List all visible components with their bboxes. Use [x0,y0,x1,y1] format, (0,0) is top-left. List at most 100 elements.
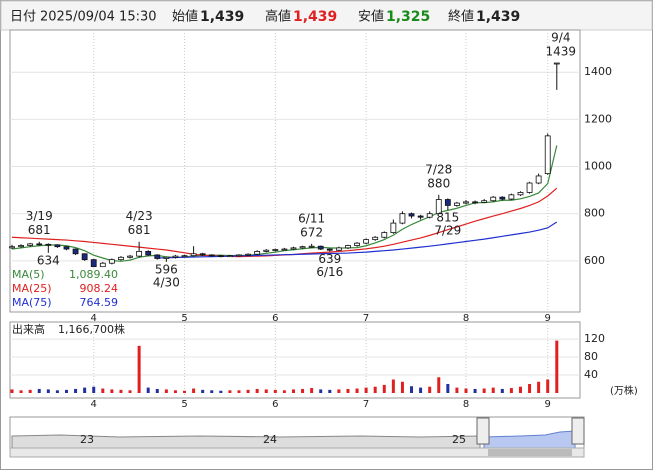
header-bar [0,0,653,31]
annotation-date: 3/19 [26,209,53,223]
volume-bar [555,340,559,393]
legend-name: MA(25) [12,282,52,295]
candle-body [227,255,233,258]
x-tick-label: 6 [272,399,278,410]
candle-body [263,249,270,252]
volume-bar [219,390,223,393]
candle-body [435,199,442,215]
candle-body [154,254,161,259]
candle-body [236,254,242,257]
candle-body [363,239,370,244]
candle-body [535,175,542,184]
candle-body [163,256,170,259]
candle-body [335,247,342,251]
annotation-date: 9/4 [551,31,570,45]
volume-bar [319,389,323,393]
volume-bar [28,389,32,393]
annotation-price: 681 [28,223,51,237]
scrollbar[interactable] [9,447,585,458]
candle-body [272,249,279,251]
volume-bar [310,388,314,393]
candle-body [199,253,206,256]
candle-body [254,251,261,255]
volume-bar [328,389,332,393]
x-tick-label: 9 [545,313,551,324]
volume-bar [518,386,522,393]
volume-bar [364,387,368,393]
candle-body [381,232,388,238]
legend-value: 764.59 [80,296,119,309]
annotation-date: 7/29 [434,224,461,238]
annotation-date: 6/16 [316,265,343,279]
candle-body [290,247,297,250]
candle-body [417,215,424,218]
volume-bar [192,388,196,393]
volume-bar [291,389,295,393]
legend-name: MA(5) [12,268,45,281]
navigator-handle[interactable] [571,417,585,445]
navigator-handle[interactable] [476,417,490,445]
volume-bar [10,389,14,393]
x-tick-label: 5 [181,313,187,324]
candle-body [345,245,351,249]
candle-body [544,135,551,174]
volume-bar [382,384,386,393]
volume-bar [92,386,96,393]
candle-body [81,253,88,261]
volume-bar [537,381,541,393]
volume-bar [74,388,78,393]
candle-body [245,253,251,256]
navigator-label: 24 [263,433,277,446]
volume-bar [164,389,168,393]
volume-bar [337,389,341,393]
candle-body [463,201,469,204]
header-date: 2025/09/04 15:30 [40,10,157,25]
scroll-thumb[interactable] [488,449,572,456]
ma-line [11,145,558,262]
annotation-price: 815 [436,211,459,225]
legend-value: 908.24 [80,282,119,295]
volume-panel [9,321,581,399]
volume-bar [83,387,87,393]
volume-bar [282,390,286,393]
candle-body [326,248,333,251]
candle-body [499,196,506,200]
header-label: 安値 [358,9,384,25]
header-value: 1,439 [476,9,520,25]
annotation-price: 596 [155,262,178,276]
volume-bar [37,388,41,393]
x-tick-label: 7 [363,313,369,324]
candle-body [208,254,215,257]
candle-body [426,213,433,218]
volume-bar [373,386,377,393]
candle-body [190,253,197,257]
volume-bar [201,389,205,393]
candle-body [517,192,524,196]
volume-bar [173,390,177,393]
y-tick-label: 1400 [584,65,612,78]
annotation-date: 4/30 [153,275,180,289]
candle-body [281,248,288,251]
volume-bar [237,390,241,393]
volume-bar [473,388,477,393]
candle-body [136,251,143,257]
volume-bar [210,390,214,393]
annotation-price: 1439 [546,45,577,59]
volume-bar [455,387,459,393]
annotation-price: 672 [300,225,323,239]
candle-body [317,245,324,250]
y-tick-label: 40 [584,368,598,381]
candle-body [472,201,478,204]
annotation-date: 7/28 [425,162,452,176]
volume-bar [400,381,404,393]
candle-body [27,243,34,246]
x-tick-label: 8 [463,313,469,324]
annotation-date: 6/11 [298,211,325,225]
volume-bar [19,390,23,393]
y-tick-label: 1200 [584,112,612,125]
header-label: 始値 [172,9,198,25]
volume-bar [546,379,550,393]
header-value: 1,325 [386,9,430,25]
volume-bar [446,384,450,393]
